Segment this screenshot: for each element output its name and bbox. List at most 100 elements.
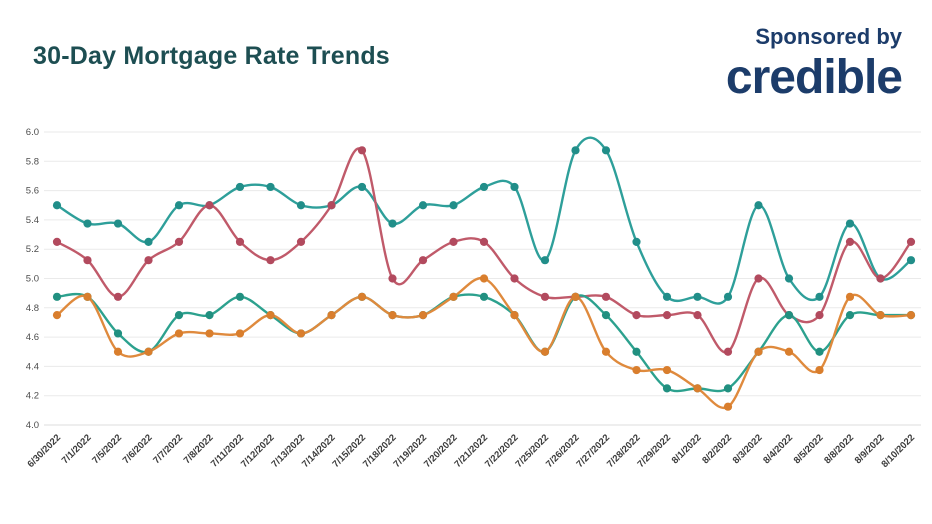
data-point-orange [540, 347, 550, 356]
x-axis-tick-label: 8/10/2022 [879, 432, 917, 470]
x-axis-tick-label: 8/8/2022 [822, 432, 856, 466]
data-point-orange [174, 329, 184, 338]
data-point-orange [601, 347, 611, 356]
data-point-teal-upper [815, 292, 824, 301]
data-point-orange [418, 311, 428, 320]
data-point-red [601, 292, 611, 301]
data-point-teal-upper [723, 292, 733, 301]
data-point-teal-upper [632, 237, 641, 246]
data-point-red [754, 274, 763, 283]
series-line-red [55, 147, 913, 354]
data-point-teal-upper [83, 219, 92, 228]
data-point-teal-upper [571, 146, 580, 155]
data-point-orange [113, 347, 123, 356]
x-axis-tick-label: 6/30/2022 [25, 432, 63, 470]
data-point-orange [754, 347, 763, 356]
data-point-red [449, 237, 458, 246]
data-point-teal-lower [784, 311, 794, 320]
y-axis-tick-label: 5.6 [26, 186, 39, 197]
y-axis-tick-label: 5.8 [26, 156, 39, 167]
data-point-orange [632, 365, 641, 375]
data-point-teal-upper [357, 182, 367, 192]
data-point-teal-lower [845, 311, 855, 320]
data-point-red [83, 256, 92, 265]
data-point-teal-upper [418, 201, 428, 210]
data-point-orange [845, 292, 855, 301]
page-title: 30-Day Mortgage Rate Trends [33, 42, 390, 70]
data-point-orange [876, 311, 885, 320]
data-point-orange [144, 347, 153, 356]
y-axis-tick-label: 5.2 [26, 244, 39, 255]
data-point-teal-lower [723, 384, 733, 393]
data-point-teal-lower [632, 347, 641, 356]
data-point-teal-upper [662, 292, 672, 301]
data-point-orange [479, 274, 489, 283]
data-point-orange [235, 329, 245, 338]
data-point-red [662, 311, 672, 320]
data-point-teal-upper [845, 219, 855, 228]
x-axis-tick-label: 7/7/2022 [151, 432, 185, 466]
x-axis-tick-label: 8/2/2022 [700, 432, 734, 466]
data-point-teal-upper [296, 201, 306, 210]
data-point-orange [266, 311, 275, 320]
data-point-teal-lower [662, 384, 672, 393]
y-axis-tick-label: 4.4 [26, 361, 39, 372]
data-point-red [510, 274, 519, 283]
data-point-teal-upper [784, 274, 794, 283]
data-point-red [357, 146, 367, 155]
data-point-orange [723, 402, 733, 411]
y-axis-tick-label: 5.0 [26, 274, 39, 285]
data-point-teal-upper [601, 146, 611, 155]
data-point-orange [205, 329, 214, 338]
data-point-teal-lower [601, 311, 611, 320]
data-point-red [174, 237, 184, 246]
data-point-teal-upper [113, 219, 123, 228]
data-point-red [296, 237, 306, 246]
data-point-orange [510, 311, 519, 320]
data-point-teal-upper [754, 201, 763, 210]
data-point-teal-upper [388, 219, 397, 228]
data-point-orange [571, 292, 580, 301]
data-point-teal-upper [144, 237, 153, 246]
data-point-teal-upper [52, 201, 62, 210]
y-axis-tick-label: 4.8 [26, 303, 39, 314]
sponsor-block: Sponsored by credible [725, 24, 903, 104]
y-axis-tick-label: 5.4 [26, 215, 39, 226]
data-point-red [113, 292, 123, 301]
credible-logo: credible [725, 51, 903, 104]
data-point-orange [784, 347, 794, 356]
y-axis-tick-label: 4.2 [26, 391, 39, 402]
data-point-red [144, 256, 153, 265]
data-point-orange [906, 311, 916, 320]
data-point-teal-lower [52, 292, 62, 301]
data-point-red [52, 237, 62, 246]
data-point-red [540, 292, 550, 301]
data-point-orange [357, 292, 367, 301]
data-point-teal-upper [510, 182, 519, 192]
y-axis-tick-label: 6.0 [26, 127, 39, 138]
data-point-teal-upper [479, 182, 489, 192]
data-point-red [418, 256, 428, 265]
x-axis-tick-label: 7/6/2022 [121, 432, 155, 466]
data-point-orange [449, 292, 458, 301]
data-point-red [815, 311, 824, 320]
data-point-red [327, 201, 336, 210]
sponsored-by-text: Sponsored by [755, 24, 902, 49]
data-point-red [479, 237, 489, 246]
data-point-red [205, 201, 214, 210]
x-axis-tick-label: 7/29/2022 [635, 432, 673, 470]
data-point-teal-lower [113, 329, 123, 338]
data-point-orange [662, 365, 672, 375]
data-point-red [388, 274, 397, 283]
data-point-orange [693, 384, 702, 393]
data-point-red [266, 256, 275, 265]
x-axis-tick-label: 8/3/2022 [731, 432, 765, 466]
x-axis-tick-label: 8/5/2022 [792, 432, 826, 466]
data-point-teal-upper [906, 256, 916, 265]
data-point-red [876, 274, 885, 283]
data-point-teal-upper [693, 292, 702, 301]
data-point-teal-lower [174, 311, 184, 320]
data-point-teal-upper [235, 182, 245, 192]
data-point-red [906, 237, 916, 246]
data-point-red [723, 347, 733, 356]
